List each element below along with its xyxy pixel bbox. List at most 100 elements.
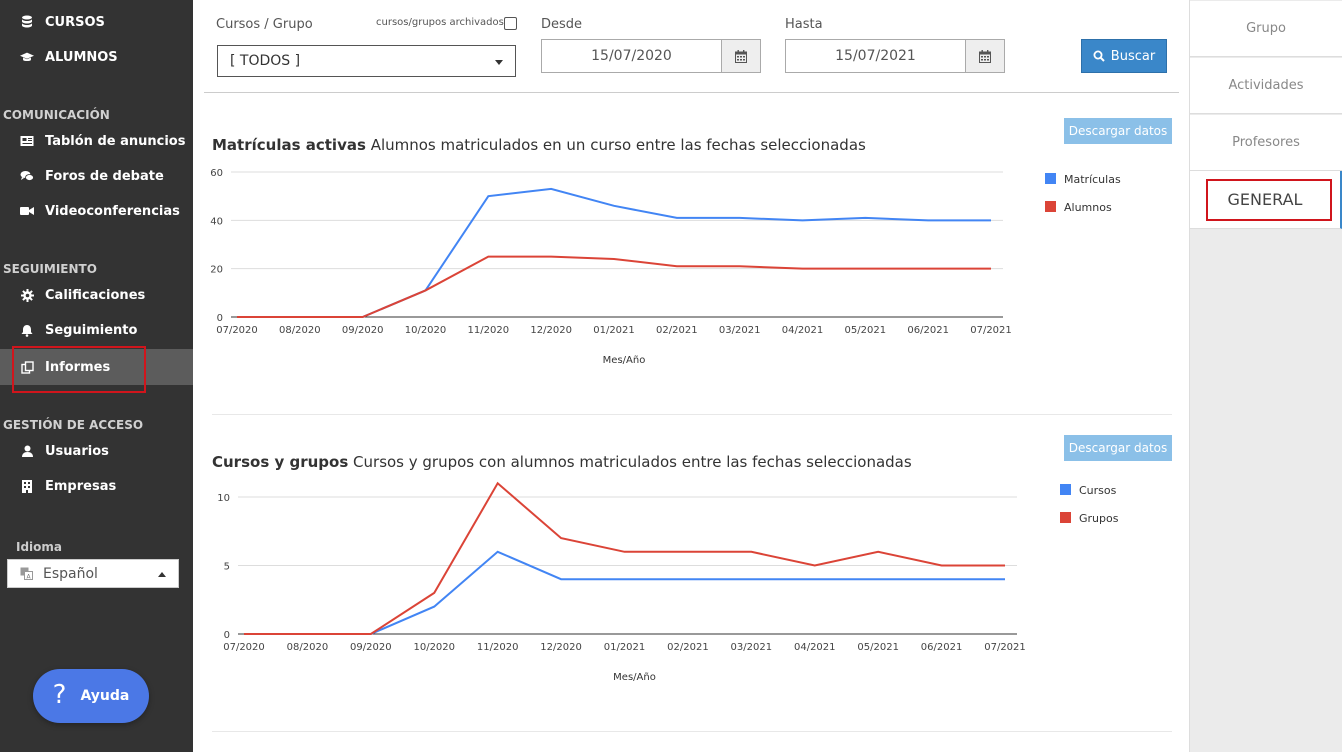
x-tick-label: 05/2021 [857,642,899,653]
series-line-grupos [244,481,1005,635]
general-highlight-box [1206,179,1332,221]
x-tick-label: 03/2021 [719,325,761,336]
sidebar-item-label: Usuarios [45,443,109,459]
descargar-datos-button[interactable]: Descargar datos [1064,118,1172,144]
x-tick-label: 08/2020 [287,642,329,653]
caret-up-icon [158,572,166,577]
grupo-select[interactable]: [ TODOS ] [217,45,516,77]
tab-grupo[interactable]: Grupo [1190,1,1342,57]
question-icon: ? [52,680,67,710]
legend-label: Grupos [1079,512,1119,525]
y-tick-label: 40 [210,216,223,227]
x-tick-label: 12/2020 [540,642,582,653]
sidebar-item-label: Seguimiento [45,322,138,338]
chart-title: Matrículas activas Alumnos matriculados … [212,136,866,154]
hasta-label: Hasta [785,17,823,32]
x-tick-label: 04/2021 [794,642,836,653]
sidebar-item-label: Informes [45,359,111,375]
sidebar-item-usuarios[interactable]: Usuarios [0,434,193,468]
buscar-label: Buscar [1110,48,1156,64]
sidebar-item-label: Tablón de anuncios [45,133,186,149]
chart-title-bold: Matrículas activas [212,136,366,154]
y-tick-label: 0 [224,630,230,641]
sidebar-item-cursos[interactable]: CURSOS [0,5,193,39]
archivados-checkbox[interactable] [504,17,517,30]
help-button-label: Ayuda [80,688,130,704]
legend-swatch [1060,512,1071,523]
x-tick-label: 01/2021 [593,325,635,336]
sidebar-item-label: Calificaciones [45,287,146,303]
sidebar-item-calificaciones[interactable]: Calificaciones [0,278,193,312]
chart-title: Cursos y grupos Cursos y grupos con alum… [212,453,912,471]
legend-swatch [1045,173,1056,184]
calendar-icon[interactable] [722,40,760,72]
sidebar-item-label: ALUMNOS [45,49,118,65]
language-value: Español [43,565,98,582]
svg-text:A: A [27,574,32,581]
gear-icon [20,288,34,302]
tab-profesores[interactable]: Profesores [1190,115,1342,171]
series-line-alumnos [237,255,991,318]
legend-swatch [1045,201,1056,212]
x-tick-label: 06/2021 [921,642,963,653]
bell-icon [20,323,34,337]
grupo-label: Cursos / Grupo [216,17,313,32]
x-tick-label: 02/2021 [667,642,709,653]
filter-divider [204,92,1179,93]
sidebar-item-label: Empresas [45,478,117,494]
help-button[interactable]: ? Ayuda [33,669,149,723]
chart-title-rest: Cursos y grupos con alumnos matriculados… [353,453,912,471]
sidebar-item-label: Foros de debate [45,168,164,184]
sidebar-item-label: Videoconferencias [45,203,180,219]
hasta-date-field[interactable]: 15/07/2021 [785,39,1005,73]
chart-divider [212,731,1172,732]
y-tick-label: 10 [217,493,230,504]
search-icon [1093,50,1105,62]
x-tick-label: 06/2021 [907,325,949,336]
series-line-cursos [244,550,1005,635]
section-title-comunicacion: COMUNICACIÓN [3,108,110,122]
sidebar-item-alumnos[interactable]: ALUMNOS [0,40,193,74]
copy-icon [20,360,34,374]
descargar-datos-button[interactable]: Descargar datos [1064,435,1172,461]
comments-icon [20,169,34,183]
x-tick-label: 07/2020 [223,642,265,653]
x-tick-label: 03/2021 [731,642,773,653]
x-axis-label: Mes/Año [603,355,646,366]
sidebar-item-empresas[interactable]: Empresas [0,469,193,503]
sidebar-item-informes[interactable]: Informes [0,349,193,385]
tab-actividades[interactable]: Actividades [1190,58,1342,114]
sidebar-item-seguimiento[interactable]: Seguimiento [0,313,193,347]
idioma-label: Idioma [16,540,63,554]
x-tick-label: 01/2021 [604,642,646,653]
x-tick-label: 11/2020 [477,642,519,653]
y-tick-label: 60 [210,168,223,179]
legend-swatch [1060,484,1071,495]
sidebar-item-foros[interactable]: Foros de debate [0,159,193,193]
desde-date-field[interactable]: 15/07/2020 [541,39,761,73]
hasta-date-value: 15/07/2021 [786,40,966,72]
matriculas-chart: 0 20 40 60 07/2020 08/2020 09/2020 10/2020 11/20… [210,168,1121,366]
building-icon [20,479,34,493]
x-tick-label: 07/2021 [984,642,1026,653]
translate-icon: A [20,567,33,580]
chart-divider [212,414,1172,415]
buscar-button[interactable]: Buscar [1081,39,1167,73]
desde-label: Desde [541,17,583,32]
caret-down-icon [495,60,503,65]
calendar-icon[interactable] [966,40,1004,72]
grupo-select-value: [ TODOS ] [230,53,301,69]
language-select[interactable]: A Español [7,559,179,588]
database-icon [20,15,34,29]
sidebar-item-videoconferencias[interactable]: Videoconferencias [0,194,193,228]
sidebar-item-label: CURSOS [45,14,105,30]
section-title-seguimiento: SEGUIMIENTO [3,262,97,276]
desde-date-value: 15/07/2020 [542,40,722,72]
x-tick-label: 07/2021 [970,325,1012,336]
x-tick-label: 09/2020 [350,642,392,653]
y-tick-label: 20 [210,265,223,276]
sidebar: CURSOS ALUMNOS COMUNICACIÓN Tablón de an… [0,0,193,752]
x-tick-label: 02/2021 [656,325,698,336]
right-tab-panel: Grupo Actividades Profesores GENERAL [1189,0,1342,752]
sidebar-item-tablon[interactable]: Tablón de anuncios [0,124,193,158]
